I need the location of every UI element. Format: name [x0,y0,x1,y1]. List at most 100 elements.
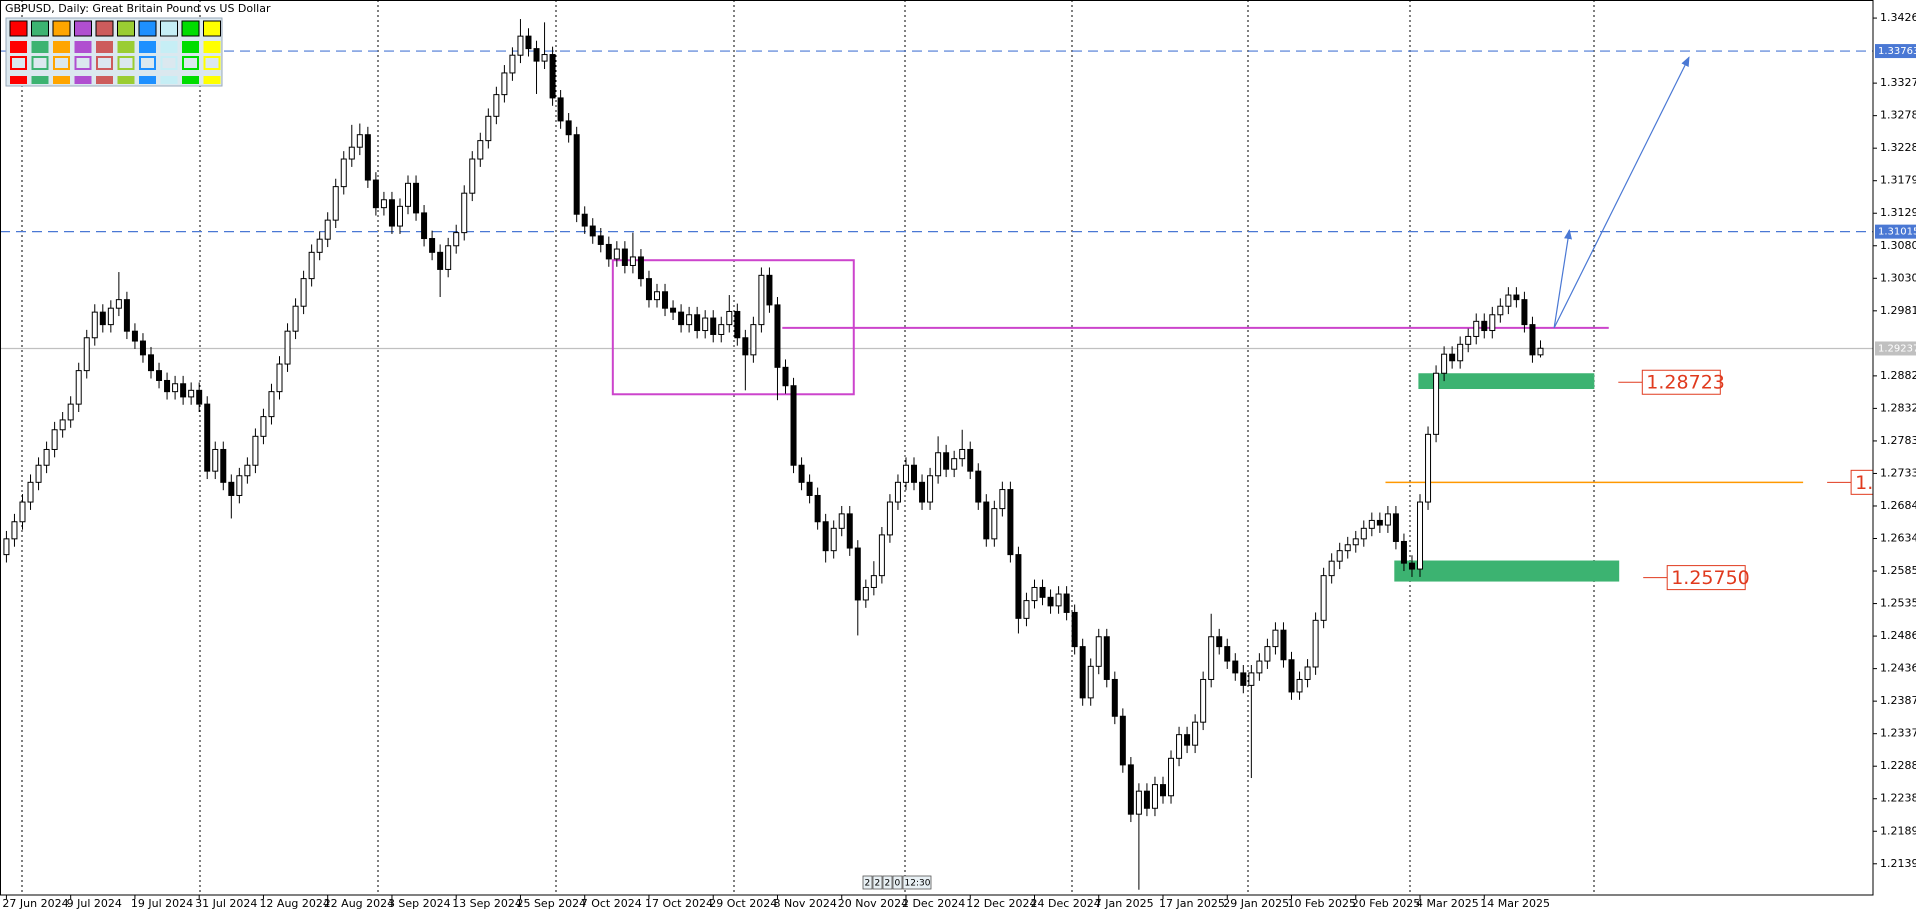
candle-body [284,330,291,365]
candle-body [244,464,251,477]
toolbox-swatch [96,56,113,70]
candle-body [1441,353,1448,374]
plot-border [0,0,1874,896]
candle-body [750,324,757,356]
toolbox-swatch [74,76,92,84]
candle-body [549,54,556,99]
candle-body [99,311,106,326]
candle-body [1376,519,1383,526]
candle-body [1481,320,1488,332]
y-tick-label: 1.24365 [1880,662,1916,675]
candle-body [678,311,685,326]
candle-body [1473,320,1480,337]
x-tick-label: 31 Jul 2024 [195,897,257,910]
candle-body [1063,593,1070,613]
badge-text: 2 [875,879,881,889]
candle-body [870,575,877,588]
candle-body [1400,540,1407,564]
candle-body [156,370,163,381]
candle-body [1417,501,1424,570]
candle-body [1320,575,1327,621]
candle-body [477,140,484,160]
candle-body [268,391,275,418]
candle-body [413,182,420,214]
candle-body [1127,764,1134,815]
toolbox-swatch [160,76,178,84]
candle-body [822,521,829,552]
candle-body [1135,790,1142,815]
x-tick-label: 27 Jun 2024 [2,897,68,910]
candle-body [1087,665,1094,699]
candle-body [332,186,339,221]
toolbox-swatch [139,56,156,70]
candle-body [67,403,74,421]
candle-body [798,464,805,483]
toolbox-swatch [74,41,92,53]
candle-body [1272,629,1279,648]
candle-body [1095,636,1102,667]
candle-body [509,54,516,74]
candle-body [1465,335,1472,345]
toolbox-swatch [10,41,27,53]
toolbox-swatch [53,41,70,53]
toolbox-swatch [31,76,49,84]
candle-body [1159,784,1166,797]
candle-body [589,225,596,237]
chart-title: GBPUSD, Daily: Great Britain Pound vs US… [5,2,271,15]
badge-text: 2 [865,879,871,889]
candle-body [621,248,628,266]
y-tick-label: 1.26840 [1880,499,1916,512]
x-tick-label: 2 Dec 2024 [902,897,965,910]
candle-body [1240,672,1247,686]
candle-body [107,307,114,326]
candle-body [806,481,813,496]
candle-body [919,481,926,503]
candle-body [1368,519,1375,529]
candle-body [533,48,540,62]
candle-body [91,311,98,339]
toolbox-swatch [203,56,221,70]
level-label-bg [1875,341,1916,356]
candle-body [405,182,412,207]
candle-body [766,274,773,306]
toolbox-swatch [182,41,199,53]
candle-body [878,534,885,577]
y-tick-label: 1.21890 [1880,824,1916,837]
x-tick-label: 7 Oct 2024 [581,897,642,910]
toolbox-swatch [138,20,157,37]
candle-body [1529,324,1536,356]
candle-body [999,489,1006,510]
candle-body [461,192,468,234]
candle-body [421,212,428,240]
x-tick-label: 8 Nov 2024 [773,897,836,910]
candle-body [1143,790,1150,809]
x-tick-label: 20 Nov 2024 [838,897,908,910]
toolbox-swatch [96,76,113,84]
candle-body [1344,544,1351,552]
candle-body [557,97,564,122]
x-tick-label: 20 Feb 2025 [1352,897,1420,910]
y-tick-label: 1.25355 [1880,597,1916,610]
x-tick-label: 4 Mar 2025 [1416,897,1479,910]
x-tick-label: 29 Jan 2025 [1223,897,1289,910]
candle-body [236,475,243,496]
candle-body [316,238,323,253]
candle-body [605,243,612,260]
x-tick-label: 19 Jul 2024 [131,897,193,910]
candle-body [204,403,211,472]
candle-body [726,310,733,326]
badge-box [882,875,893,890]
candle-body [573,134,580,215]
candle-body [1031,586,1038,602]
toolbox-swatch [9,20,28,37]
toolbox-swatch [117,20,135,37]
candle-body [1360,527,1367,540]
candle-body [1264,646,1271,662]
candle-body [991,508,998,540]
candle-body [1408,562,1415,570]
candle-body [445,245,452,270]
candle-body [1256,660,1263,674]
candle-body [1055,593,1062,607]
